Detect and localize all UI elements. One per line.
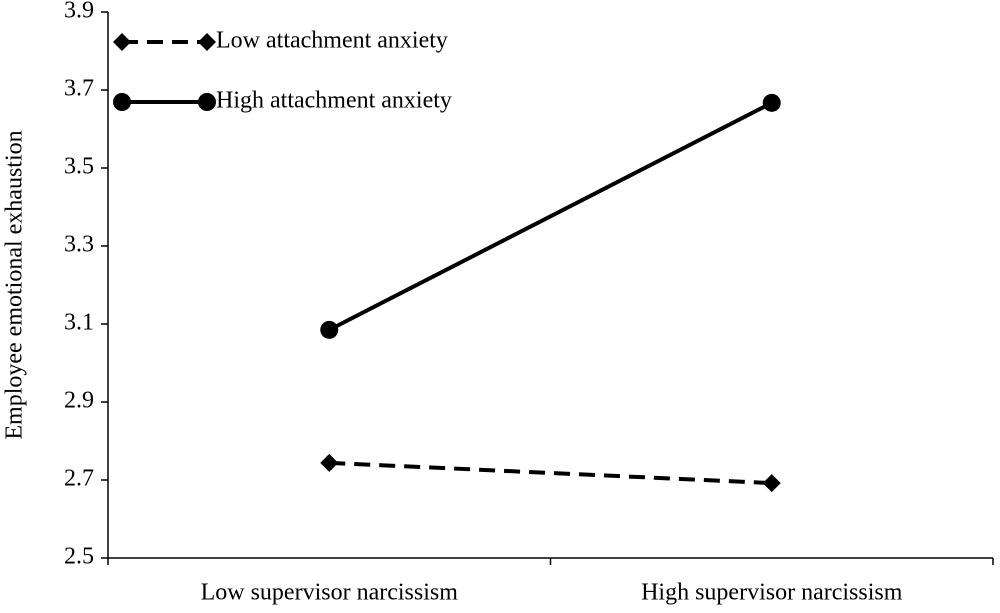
series-line <box>328 101 773 332</box>
y-tick-label: 2.7 <box>64 466 94 492</box>
series-line <box>329 460 772 486</box>
y-tick-label: 3.7 <box>64 76 94 102</box>
legend-label: High attachment anxiety <box>216 88 452 114</box>
y-tick-label: 3.3 <box>64 232 94 258</box>
data-point <box>762 474 781 493</box>
y-tick-label: 3.1 <box>64 310 94 336</box>
y-axis-label: Employee emotional exhaustion <box>2 130 28 439</box>
legend-label: Low attachment anxiety <box>216 28 448 54</box>
marker <box>198 33 216 51</box>
x-tick-label: High supervisor narcissism <box>641 580 903 606</box>
data-point <box>320 453 339 472</box>
y-tick-label: 2.9 <box>64 388 94 414</box>
marker <box>113 93 131 111</box>
data-point <box>320 320 339 339</box>
marker <box>198 93 216 111</box>
y-tick-label: 3.5 <box>64 154 94 180</box>
y-tick-label: 3.9 <box>64 0 94 24</box>
x-tick-label: Low supervisor narcissism <box>201 580 459 606</box>
data-point <box>762 93 781 112</box>
y-tick-label: 2.5 <box>64 544 94 570</box>
marker <box>113 33 131 51</box>
